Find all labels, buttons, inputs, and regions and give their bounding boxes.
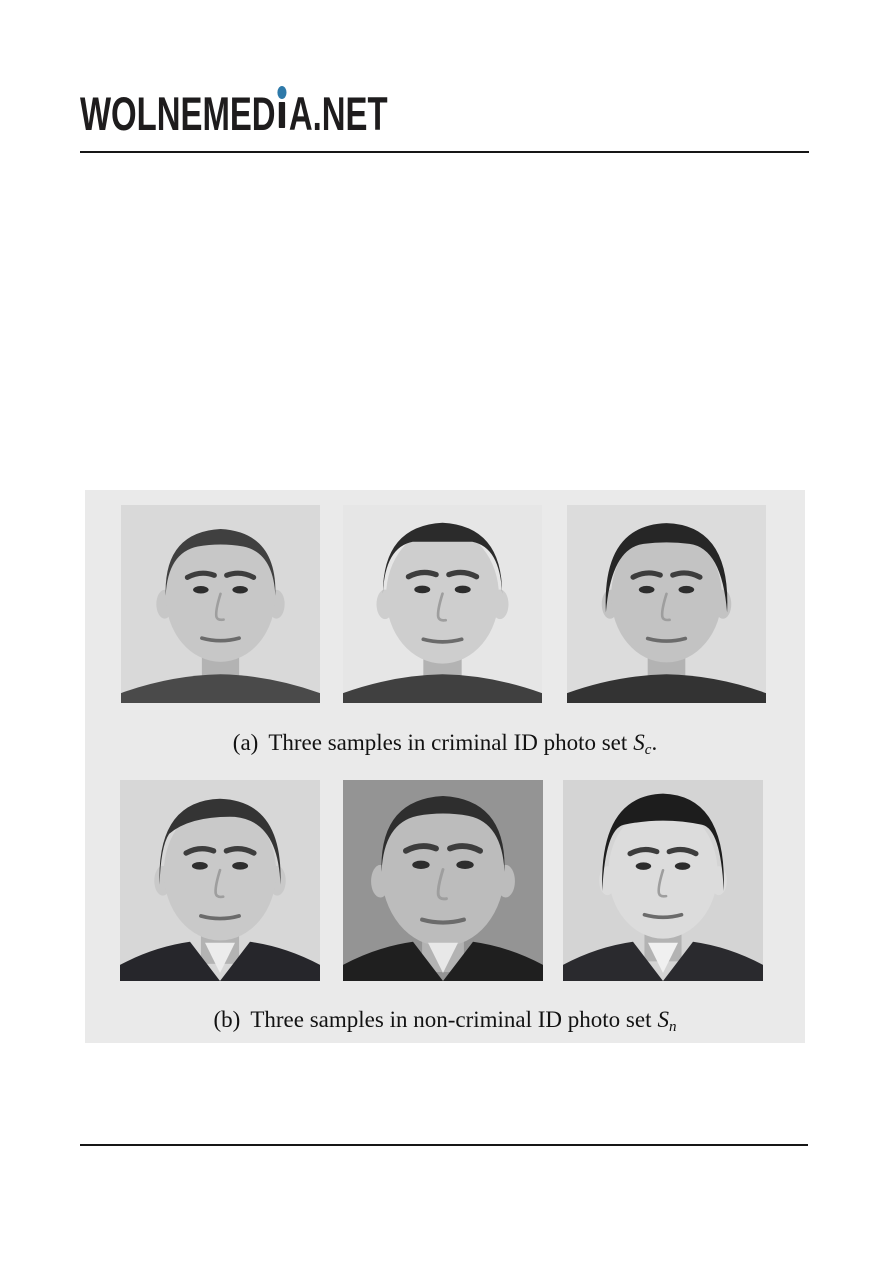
figure-caption-a: (a) Three samples in criminal ID photo se… — [85, 728, 805, 765]
footer-divider-rule — [80, 1144, 808, 1146]
site-logo[interactable]: WOLNEMED A.NET — [80, 86, 388, 137]
caption-a-set-subscript: c — [644, 742, 652, 758]
portrait-noncriminal-3 — [563, 780, 763, 981]
caption-b-set-subscript: n — [668, 1019, 677, 1035]
caption-a-set-symbol: S — [633, 730, 645, 755]
portrait-criminal-1 — [121, 505, 320, 703]
caption-a-text: Three samples in criminal ID photo set — [268, 730, 628, 755]
caption-b-set-symbol: S — [657, 1007, 669, 1032]
logo-i-stem — [279, 102, 286, 128]
portrait-criminal-2 — [343, 505, 542, 703]
header-divider-rule — [80, 151, 809, 153]
caption-b-text: Three samples in non-criminal ID photo s… — [250, 1007, 652, 1032]
logo-letter-i — [277, 86, 287, 128]
portrait-noncriminal-2 — [343, 780, 543, 981]
logo-text-right: A.NET — [288, 87, 388, 140]
caption-a-suffix: . — [651, 730, 658, 755]
caption-a-label: (a) — [232, 730, 259, 755]
logo-i-dot-icon — [277, 86, 287, 99]
logo-text-left: WOLNEMED — [80, 87, 276, 140]
caption-b-label: (b) — [213, 1007, 241, 1032]
portrait-noncriminal-1 — [120, 780, 320, 981]
figure-panel: (a) Three samples in criminal ID photo se… — [85, 490, 805, 1043]
figure-caption-b: (b) Three samples in non-criminal ID phot… — [85, 1005, 805, 1042]
portrait-criminal-3 — [567, 505, 766, 703]
